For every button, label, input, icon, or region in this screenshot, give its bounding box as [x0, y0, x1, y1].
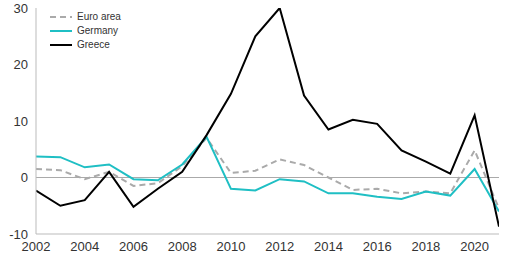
- svg-text:2018: 2018: [411, 239, 440, 254]
- svg-text:30: 30: [14, 1, 28, 16]
- svg-text:2002: 2002: [21, 239, 51, 255]
- svg-text:2006: 2006: [119, 239, 148, 254]
- svg-text:2016: 2016: [363, 239, 392, 254]
- svg-text:2008: 2008: [168, 239, 197, 254]
- svg-text:2004: 2004: [70, 239, 99, 254]
- svg-text:2020: 2020: [460, 239, 489, 254]
- svg-text:2012: 2012: [265, 239, 294, 254]
- svg-text:2010: 2010: [216, 239, 245, 254]
- html-text:Greece: Greece: [77, 39, 110, 50]
- svg-text:20: 20: [14, 57, 28, 72]
- svg-text:10: 10: [14, 114, 28, 129]
- html-text:Euro area: Euro area: [77, 11, 121, 22]
- html-text:Germany: Germany: [77, 25, 119, 36]
- svg-text:2014: 2014: [314, 239, 343, 254]
- svg-text:0: 0: [21, 170, 28, 185]
- svg-text:-10: -10: [9, 227, 28, 242]
